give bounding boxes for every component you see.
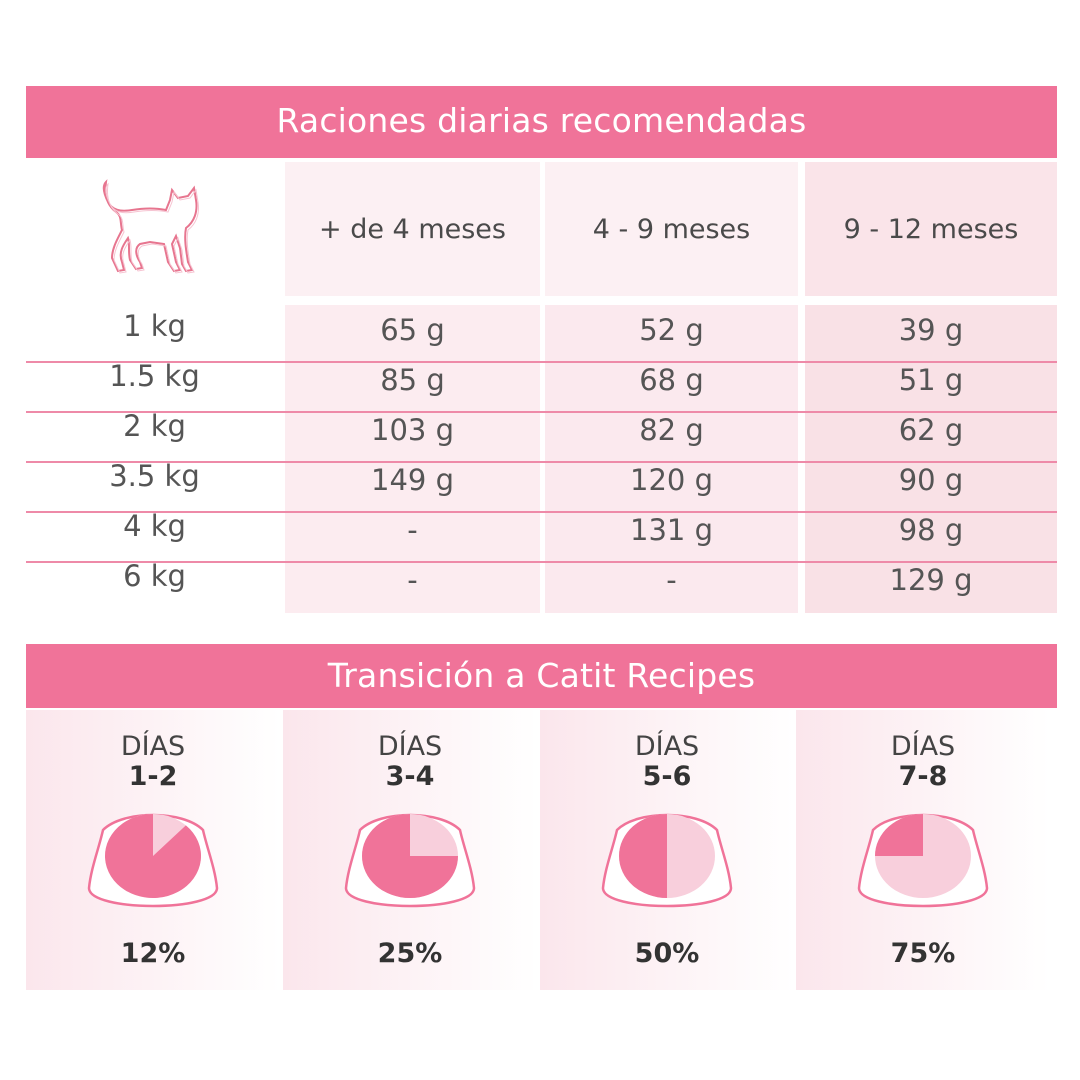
ration-cell: 39 g xyxy=(898,313,964,347)
ration-cell: 51 g xyxy=(898,363,964,397)
ration-cell: 82 g xyxy=(639,413,704,447)
ration-cell: 68 g xyxy=(639,363,704,397)
step-label: DÍAS xyxy=(377,731,443,762)
ration-cell: - xyxy=(666,563,677,597)
ration-cell: - xyxy=(407,563,418,597)
column-header: 9 - 12 meses xyxy=(843,213,1019,245)
column-header: 4 - 9 meses xyxy=(592,213,751,245)
ration-cell: 98 g xyxy=(898,513,964,547)
step-days: 1-2 xyxy=(128,761,178,792)
step-percent: 25% xyxy=(377,938,443,969)
step-label: DÍAS xyxy=(634,731,700,762)
transition-step: DÍAS 7-8 75% xyxy=(796,710,1050,990)
weight-cell: 3.5 kg xyxy=(109,459,200,493)
row-divider xyxy=(26,361,1057,363)
weight-cell: 2 kg xyxy=(123,409,186,443)
ration-cell: 131 g xyxy=(630,513,713,547)
food-bowl-icon xyxy=(340,808,480,932)
row-divider xyxy=(26,411,1057,413)
weight-cell: 1 kg xyxy=(123,309,186,343)
column-header: + de 4 meses xyxy=(319,213,506,245)
cat-icon xyxy=(100,178,204,282)
ration-cell: 129 g xyxy=(889,563,973,597)
food-old-portion xyxy=(619,814,667,898)
step-label: DÍAS xyxy=(890,731,956,762)
transition-step: DÍAS 1-2 12% xyxy=(26,710,280,990)
rations-title-bar: Raciones diarias recomendadas xyxy=(26,86,1057,158)
ration-cell: 103 g xyxy=(371,413,454,447)
weight-cell: 1.5 kg xyxy=(109,359,200,393)
column-header-bg xyxy=(805,162,1057,296)
weight-cell: 4 kg xyxy=(123,509,186,543)
food-old-portion xyxy=(105,814,202,898)
ration-cell: 65 g xyxy=(380,313,445,347)
food-old-portion xyxy=(362,814,458,898)
food-bowl-icon xyxy=(853,808,993,932)
step-days: 3-4 xyxy=(385,761,435,792)
column-header-bg xyxy=(545,162,798,296)
step-days: 5-6 xyxy=(642,761,692,792)
step-days: 7-8 xyxy=(898,761,948,792)
transition-title-bar: Transición a Catit Recipes xyxy=(26,644,1057,708)
food-old-portion xyxy=(875,814,923,856)
weight-cell: 6 kg xyxy=(123,559,186,593)
ration-cell: 62 g xyxy=(898,413,964,447)
transition-step: DÍAS 3-4 25% xyxy=(283,710,537,990)
column-header-bg xyxy=(285,162,540,296)
step-percent: 12% xyxy=(120,938,186,969)
ration-cell: 90 g xyxy=(898,463,964,497)
row-divider xyxy=(26,461,1057,463)
row-divider xyxy=(26,561,1057,563)
step-label: DÍAS xyxy=(120,731,186,762)
transition-step: DÍAS 5-6 50% xyxy=(540,710,794,990)
ration-cell: 85 g xyxy=(380,363,445,397)
rations-title: Raciones diarias recomendadas xyxy=(276,101,807,140)
food-bowl-icon xyxy=(83,808,223,932)
step-percent: 75% xyxy=(890,938,956,969)
food-bowl-icon xyxy=(597,808,737,932)
step-percent: 50% xyxy=(634,938,700,969)
transition-title: Transición a Catit Recipes xyxy=(327,656,756,695)
ration-cell: 149 g xyxy=(371,463,454,497)
ration-cell: - xyxy=(407,513,418,547)
ration-cell: 52 g xyxy=(639,313,704,347)
ration-cell: 120 g xyxy=(630,463,713,497)
row-divider xyxy=(26,511,1057,513)
